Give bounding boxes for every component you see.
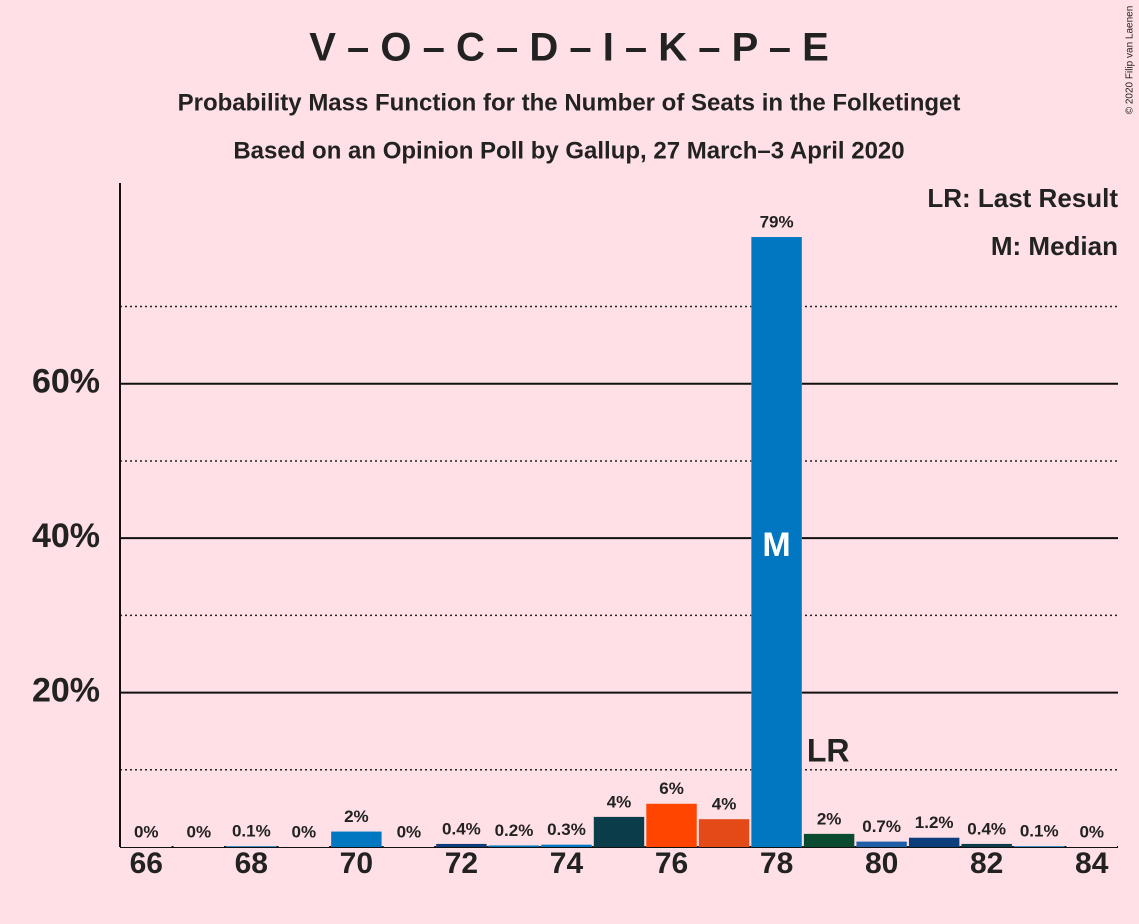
x-tick-label: 74 (550, 847, 584, 880)
bar (646, 803, 697, 847)
bar (908, 837, 960, 847)
bar (698, 819, 750, 847)
value-label: 0% (292, 822, 317, 841)
value-label: 0.1% (232, 822, 271, 841)
value-label: 0% (134, 822, 159, 841)
chart-title: V – O – C – D – I – K – P – E (309, 26, 829, 70)
bar-gap (1013, 845, 1065, 847)
chart-subtitle: Probability Mass Function for the Number… (178, 89, 961, 116)
value-label: 0.1% (1020, 822, 1059, 841)
bar-gap (278, 846, 330, 847)
bar (751, 237, 802, 847)
value-label: 6% (659, 779, 684, 798)
x-tick-label: 82 (970, 847, 1003, 880)
value-label: 0.2% (495, 821, 534, 840)
bar (436, 843, 487, 847)
value-label: 2% (817, 809, 842, 828)
bar-gap (121, 846, 172, 847)
bar (803, 833, 855, 847)
value-label: 0% (1079, 822, 1104, 841)
value-label: 0% (187, 822, 212, 841)
bar (1013, 846, 1065, 847)
y-tick-label: 60% (32, 363, 100, 401)
value-label: 0.4% (967, 819, 1006, 838)
x-tick-label: 72 (445, 847, 478, 880)
value-label: 0.3% (547, 820, 586, 839)
x-tick-label: 76 (655, 847, 688, 880)
value-label: 2% (344, 807, 369, 826)
bar (488, 845, 540, 847)
bar (961, 843, 1012, 847)
last-result-marker: LR (807, 732, 850, 768)
bar (331, 831, 382, 847)
bar (856, 841, 907, 847)
bar (593, 816, 645, 847)
value-label: 4% (712, 795, 737, 814)
bar-gap (383, 846, 435, 847)
value-label: 0.4% (442, 819, 481, 838)
x-tick-label: 84 (1075, 847, 1109, 880)
x-tick-label: 70 (340, 847, 373, 880)
copyright: © 2020 Filip van Laenen (1125, 6, 1136, 115)
x-tick-label: 80 (865, 847, 898, 880)
bar-gap (226, 845, 277, 847)
value-label: 0.7% (862, 817, 901, 836)
bar-gap (1066, 846, 1117, 847)
value-label: 0% (397, 822, 422, 841)
x-tick-label: 78 (760, 847, 793, 880)
value-label: 4% (607, 792, 632, 811)
y-tick-label: 40% (32, 517, 100, 555)
bar (541, 844, 592, 847)
x-tick-label: 68 (235, 847, 268, 880)
y-tick-label: 20% (32, 672, 100, 710)
bar (226, 846, 277, 847)
legend-entry: LR: Last Result (927, 183, 1118, 213)
median-marker: M (762, 526, 790, 564)
value-label: 1.2% (915, 813, 954, 832)
chart-subtitle: Based on an Opinion Poll by Gallup, 27 M… (233, 137, 904, 164)
x-tick-label: 66 (130, 847, 163, 880)
bar-gap (173, 846, 225, 847)
value-label: 79% (760, 213, 794, 232)
legend-entry: M: Median (991, 231, 1118, 261)
